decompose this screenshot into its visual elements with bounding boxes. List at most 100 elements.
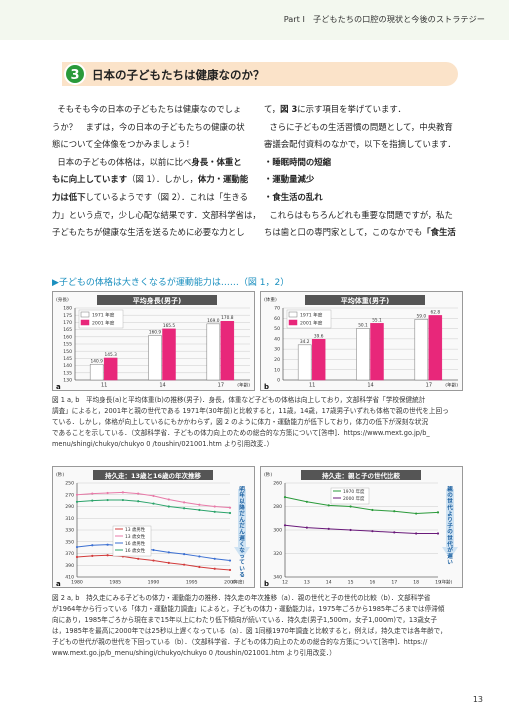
data-point	[75, 500, 79, 503]
data-point	[283, 496, 287, 499]
legend-swatch	[80, 319, 90, 326]
data-point	[228, 511, 232, 515]
data-point	[75, 545, 79, 549]
y-tick-label: 250	[65, 481, 74, 487]
x-tick-label: 12	[282, 580, 288, 586]
section-number-badge: 3	[64, 63, 86, 85]
x-tick-label: 18	[413, 580, 419, 586]
legend-box	[286, 309, 332, 329]
y-tick-label: 320	[273, 551, 282, 557]
x-tick-label: 1990	[148, 580, 160, 586]
annotation-text: 明年以降だんだん遅くなっている	[239, 485, 245, 578]
x-tick-label: 15	[348, 580, 354, 586]
bullet-item: ・睡眠時間の短縮	[264, 156, 331, 167]
body-line: うか？ まずは，今の日本の子どもたちの健康の状	[52, 121, 245, 132]
x-axis-label: (年度)	[232, 579, 244, 586]
data-point	[327, 527, 330, 530]
y-tick-label: 135	[63, 370, 72, 376]
data-point	[228, 568, 232, 572]
data-point	[393, 510, 396, 513]
data-point	[106, 543, 109, 546]
y-tick-label: 130	[63, 378, 72, 384]
data-point	[106, 498, 109, 502]
body-line: さらに子どもの生活習慣の問題として，中央教育	[269, 121, 453, 132]
page-number: 13	[472, 695, 483, 704]
y-tick-label: 160	[63, 334, 72, 340]
legend-swatch	[288, 319, 298, 326]
legend-box	[78, 309, 124, 329]
y-tick-label: 10	[274, 367, 280, 373]
weight-bar-chart: 平均体重(男子) (体重) 0 10 20 30 40 50 60 70 34.2 39.6 11 50.…	[264, 295, 458, 391]
data-point	[213, 505, 216, 508]
data-label: 140.9	[91, 358, 104, 364]
data-point	[198, 565, 201, 569]
bar-1971	[148, 335, 162, 381]
y-tick-label: 280	[273, 504, 282, 510]
running-title: Part Ⅰ 子どもたちの口腔の現状と今後のストラテジー	[283, 14, 485, 24]
data-point	[121, 498, 124, 502]
x-tick-label: 13	[304, 580, 310, 586]
bar-1971	[414, 319, 429, 381]
chart-title: 持久走：13歳と16歳の年次推移	[105, 471, 202, 480]
data-label: 170.8	[221, 315, 234, 321]
body-line: もに向上しています（図 1）．しかし，体力・運動能	[52, 174, 249, 185]
x-axis-label: (年齢)	[445, 382, 458, 389]
chart-title: 平均身長(男子)	[133, 296, 181, 305]
legend-label: 16 歳女性	[125, 547, 146, 554]
data-label: 55.1	[372, 317, 382, 323]
legend-swatch	[80, 311, 90, 318]
data-point	[106, 491, 109, 495]
legend-swatch	[288, 311, 298, 318]
trend-arrow	[442, 489, 458, 559]
y-axis-label: (秒)	[56, 471, 64, 478]
body-left-column: そもそも今の日本の子どもたちは健康なのでしょ うか？ まずは，今の日本の子どもた…	[52, 101, 256, 242]
data-point	[91, 544, 94, 547]
chart-title-bar	[93, 470, 213, 480]
y-tick-label: 170	[63, 320, 72, 326]
y-tick-label: 145	[63, 356, 72, 362]
body-line: 態について全体像をつかみましょう！	[52, 139, 195, 150]
y-tick-label: 30	[274, 347, 280, 353]
caption-line: であることを示している．（文部科学省．子どもの体力向上のための総合的な方策につい…	[52, 429, 430, 437]
data-point	[198, 555, 201, 558]
running-header: Part Ⅰ 子どもたちの口腔の現状と今後のストラテジー	[0, 0, 509, 40]
data-point	[121, 491, 124, 494]
trend-arrow	[234, 489, 250, 559]
body-line: 力は低下しているようです（図 2）．これは「生きる	[52, 191, 248, 202]
x-axis-label: (年齢)	[440, 579, 452, 586]
data-label: 50.1	[358, 322, 368, 328]
bar-2001	[162, 328, 176, 381]
chart-title-bar	[305, 295, 425, 305]
y-tick-label: 340	[273, 575, 282, 581]
data-point	[91, 492, 94, 495]
y-tick-label: 310	[65, 516, 74, 522]
caption-line: が1964年から行っている「体力・運動能力調査」によると，子どもの体力・運動能力…	[52, 605, 445, 613]
data-point	[393, 531, 396, 534]
bar-2001	[428, 315, 443, 381]
data-point	[183, 552, 186, 556]
data-point	[91, 554, 94, 557]
caption-line: 図 1 a, b 平均身長(a)と平均体重(b)の推移(男子)．身長，体重など子…	[52, 396, 426, 404]
y-tick-label: 350	[65, 539, 74, 545]
y-tick-label: 0	[277, 378, 280, 384]
data-point	[183, 563, 186, 566]
y-tick-label: 300	[273, 528, 282, 534]
data-point	[371, 530, 374, 533]
figure-1b-frame: 平均体重(男子) (体重) 0 10 20 30 40 50 60 70 34.2 39.6 11 50.…	[260, 291, 463, 391]
figure-1-caption: 図 1 a, b 平均身長(a)と平均体重(b)の推移(男子)．身長，体重など子…	[52, 395, 464, 450]
y-tick-label: 330	[65, 528, 74, 534]
body-line: これらはもちろんどれも重要な問題ですが，私た	[269, 209, 453, 220]
y-tick-label: 20	[274, 357, 280, 363]
caption-line: menu/shingi/chukyo/chukyo 0 /toushin/021…	[52, 440, 274, 448]
bar-2001	[220, 320, 235, 381]
data-point	[91, 499, 94, 502]
y-tick-label: 390	[65, 563, 74, 569]
bar-1971	[356, 328, 370, 381]
panel-letter: a	[56, 580, 61, 588]
body-line: 日本の子どもの体格は，以前に比べ身長・体重と	[57, 156, 242, 167]
data-point	[349, 505, 352, 508]
data-point	[415, 512, 418, 515]
data-point	[283, 524, 287, 527]
x-tick-label: 17	[391, 580, 397, 586]
data-point	[106, 554, 109, 557]
